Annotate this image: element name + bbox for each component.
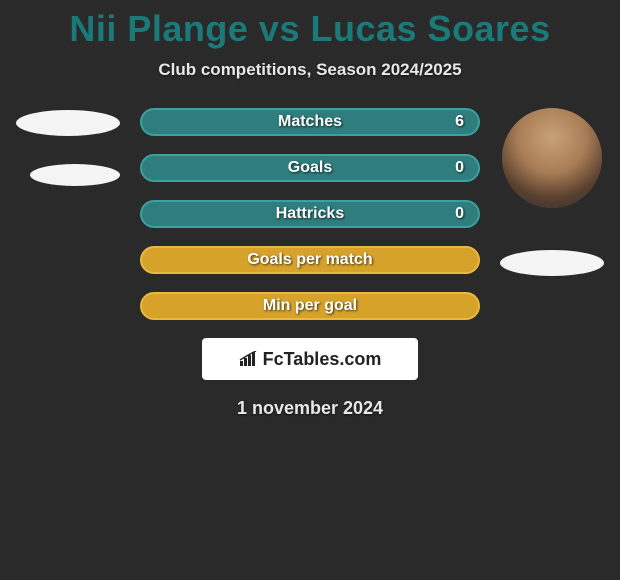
comparison-title: Nii Plange vs Lucas Soares bbox=[0, 0, 620, 50]
stat-bars: Matches 6 Goals 0 Hattricks 0 Goals per match M… bbox=[140, 108, 480, 320]
stat-bar: Goals per match bbox=[140, 246, 480, 274]
stat-bar-label: Goals per match bbox=[247, 251, 372, 269]
left-player-column bbox=[8, 108, 128, 186]
player-placeholder-ellipse bbox=[500, 250, 604, 276]
avatar-face-placeholder bbox=[502, 108, 602, 208]
stat-bar-label: Min per goal bbox=[263, 297, 357, 315]
logo-text: FcTables.com bbox=[263, 349, 382, 370]
logo-box: FcTables.com bbox=[202, 338, 418, 380]
comparison-subtitle: Club competitions, Season 2024/2025 bbox=[0, 60, 620, 80]
stat-bar-label: Hattricks bbox=[276, 205, 344, 223]
stat-bar-label: Goals bbox=[288, 159, 332, 177]
chart-icon bbox=[239, 351, 259, 367]
right-player-column bbox=[492, 108, 612, 276]
stat-bar: Goals 0 bbox=[140, 154, 480, 182]
stat-bar-label: Matches bbox=[278, 113, 342, 131]
player-avatar bbox=[502, 108, 602, 208]
player-placeholder-ellipse bbox=[16, 110, 120, 136]
stat-bar-value: 6 bbox=[455, 113, 464, 131]
snapshot-date: 1 november 2024 bbox=[0, 398, 620, 419]
stat-bar: Min per goal bbox=[140, 292, 480, 320]
stat-bar: Matches 6 bbox=[140, 108, 480, 136]
stat-bar-value: 0 bbox=[455, 205, 464, 223]
comparison-body: Matches 6 Goals 0 Hattricks 0 Goals per match M… bbox=[0, 108, 620, 419]
stat-bar: Hattricks 0 bbox=[140, 200, 480, 228]
player-placeholder-ellipse bbox=[30, 164, 120, 186]
stat-bar-value: 0 bbox=[455, 159, 464, 177]
